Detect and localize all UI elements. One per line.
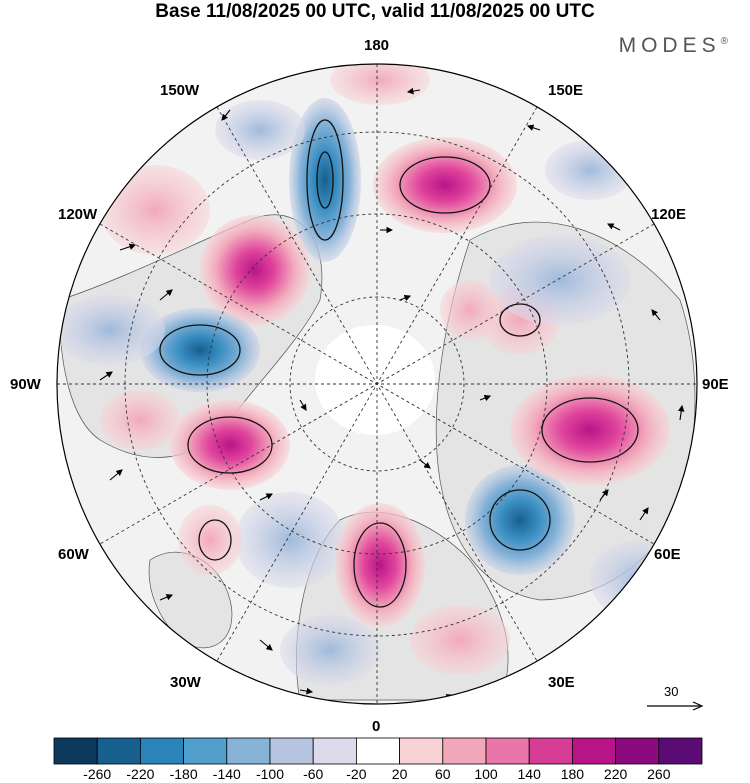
lon-label-60e: 60E xyxy=(654,546,681,563)
polar-map xyxy=(56,63,704,711)
lon-label-120e: 120E xyxy=(651,206,687,223)
lon-label-30e: 30E xyxy=(548,674,575,691)
brand-logo: MODES® xyxy=(619,34,728,58)
colorbar-tick-label: 20 xyxy=(391,766,408,782)
colorbar-swatch xyxy=(615,737,660,765)
arrow-right-icon xyxy=(647,701,704,711)
colorbar-tick-label: 180 xyxy=(560,766,585,782)
colorbar-swatch xyxy=(312,737,357,765)
graticule xyxy=(57,64,697,704)
colorbar-swatch xyxy=(355,737,400,765)
colorbar-tick-label: -180 xyxy=(169,766,198,782)
colorbar-tick-label: 220 xyxy=(603,766,628,782)
colorbar-tick-label: -220 xyxy=(126,766,155,782)
colorbar-swatch xyxy=(139,737,184,765)
lon-label-90w: 90W xyxy=(10,376,41,393)
colorbar-tick-label: 260 xyxy=(647,766,671,782)
lon-label-90e: 90E xyxy=(702,376,729,393)
colorbar-tick-label: 100 xyxy=(474,766,498,782)
colorbar-swatch xyxy=(442,737,487,765)
map-disc xyxy=(57,64,697,704)
lon-label-120w: 120W xyxy=(58,206,98,223)
colorbar-tick-label: -60 xyxy=(303,766,324,782)
colorbar-swatch xyxy=(399,737,444,765)
colorbar xyxy=(53,737,703,765)
colorbar-swatch xyxy=(658,737,703,765)
colorbar-tick-label: -100 xyxy=(255,766,285,782)
anomaly-fields xyxy=(57,64,690,685)
polar-cap xyxy=(315,325,435,435)
brand-mark: ® xyxy=(720,36,728,47)
colorbar-tick-label: -20 xyxy=(346,766,367,782)
colorbar-tick-label: -140 xyxy=(212,766,241,782)
lon-label-150w: 150W xyxy=(160,82,200,99)
lon-label-0: 0 xyxy=(372,718,381,735)
map-title: Base 11/08/2025 00 UTC, valid 11/08/2025… xyxy=(155,1,595,22)
colorbar-swatch xyxy=(572,737,617,765)
colorbar-tick-label: 60 xyxy=(435,766,451,782)
colorbar-tick-label: -260 xyxy=(83,766,112,782)
lon-label-30w: 30W xyxy=(170,674,201,691)
colorbar-swatch xyxy=(96,737,141,765)
lon-label-60w: 60W xyxy=(58,546,89,563)
colorbar-swatch xyxy=(226,737,271,765)
brand-text: MODES xyxy=(618,34,721,57)
colorbar-tick-label: 140 xyxy=(517,766,541,782)
contour-lines xyxy=(159,119,639,608)
reference-vector-label: 30 xyxy=(664,684,679,699)
lon-label-180: 180 xyxy=(364,37,390,54)
colorbar-swatch xyxy=(183,737,228,765)
colorbar-swatch xyxy=(528,737,573,765)
map-border xyxy=(56,63,698,705)
colorbar-swatch xyxy=(269,737,314,765)
colorbar-swatch xyxy=(485,737,530,765)
lon-label-150e: 150E xyxy=(548,82,584,99)
colorbar-swatch xyxy=(53,737,98,765)
